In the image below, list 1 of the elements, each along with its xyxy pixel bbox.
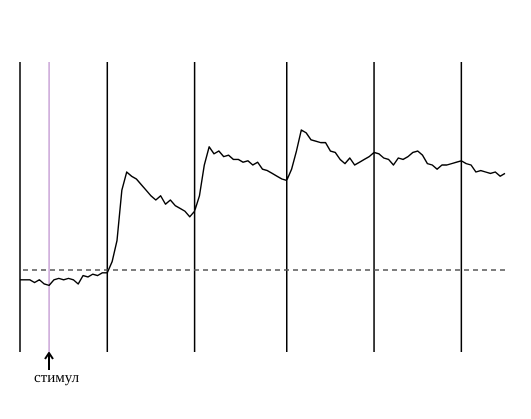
text: стимул [34,370,80,387]
